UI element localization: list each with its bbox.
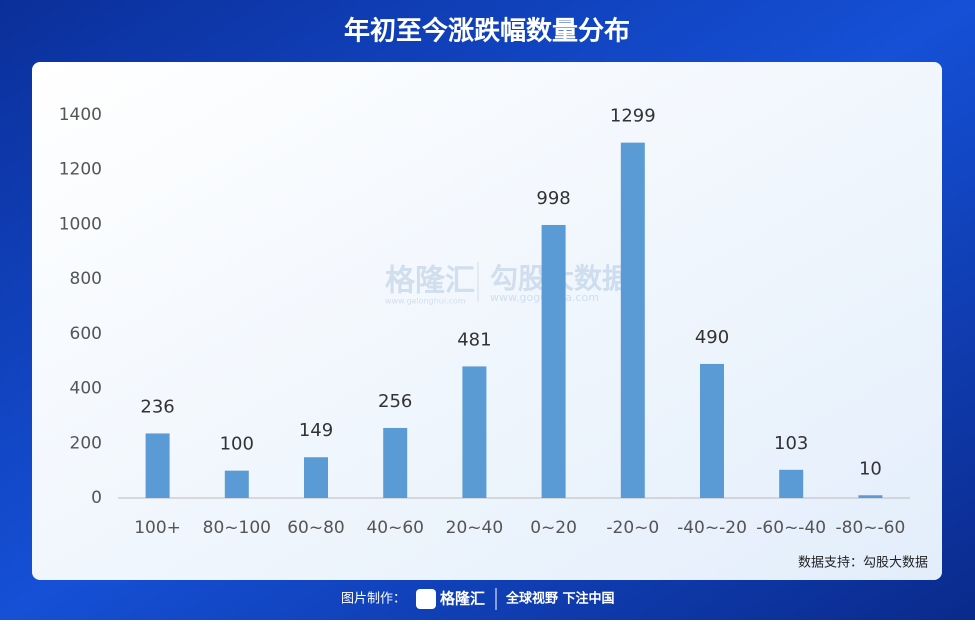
data-label: 236 — [140, 396, 174, 417]
bar — [462, 366, 487, 498]
bar — [145, 433, 170, 498]
data-label: 998 — [536, 188, 570, 209]
bar — [304, 457, 328, 498]
data-label: 1299 — [610, 106, 656, 127]
bar — [858, 495, 883, 498]
x-tick-label: 100+ — [134, 518, 181, 538]
footer-made-by: 图片制作： — [341, 592, 406, 607]
y-tick-label: 800 — [70, 269, 102, 289]
y-tick-label: 1400 — [59, 105, 102, 125]
source-note: 数据支持：勾股大数据 — [798, 556, 928, 571]
y-tick-label: 400 — [70, 379, 102, 399]
watermark-brand: 格隆汇 — [385, 264, 475, 299]
x-tick-label: -40~-20 — [677, 518, 747, 538]
data-label: 481 — [457, 329, 491, 350]
bar — [779, 469, 804, 498]
bar — [224, 470, 249, 498]
watermark-brand-url: www.gelonghui.com — [385, 297, 466, 306]
x-tick-label: 40~60 — [366, 518, 424, 538]
bar — [700, 363, 724, 498]
y-tick-label: 200 — [70, 433, 102, 453]
data-label: 10 — [859, 458, 882, 479]
data-label: 149 — [299, 420, 333, 441]
x-tick-label: -80~-60 — [836, 518, 906, 538]
data-label: 256 — [378, 391, 412, 412]
panel — [32, 62, 942, 580]
data-label: 103 — [774, 433, 808, 454]
footer-logo — [416, 589, 436, 609]
data-label: 490 — [695, 327, 729, 348]
y-tick-label: 1200 — [59, 160, 102, 180]
bar — [620, 142, 645, 498]
x-tick-label: 0~20 — [530, 518, 577, 538]
x-tick-label: -60~-40 — [756, 518, 826, 538]
footer-brand: 格隆汇 — [440, 590, 485, 608]
x-tick-label: 60~80 — [287, 518, 345, 538]
x-tick-label: 20~40 — [446, 518, 504, 538]
bar — [383, 427, 408, 498]
footer-slogan: 全球视野 下注中国 — [505, 591, 615, 607]
watermark: 格隆汇 www.gelonghui.com 勾股大数据 www.gogudata… — [385, 262, 630, 306]
x-tick-label: 80~100 — [203, 518, 271, 538]
bar — [541, 224, 566, 498]
data-label: 100 — [220, 434, 254, 455]
y-tick-label: 1000 — [59, 214, 102, 234]
chart-title: 年初至今涨跌幅数量分布 — [344, 16, 630, 47]
y-tick-label: 0 — [91, 488, 102, 508]
y-tick-label: 600 — [70, 324, 102, 344]
x-tick-label: -20~0 — [606, 518, 659, 538]
